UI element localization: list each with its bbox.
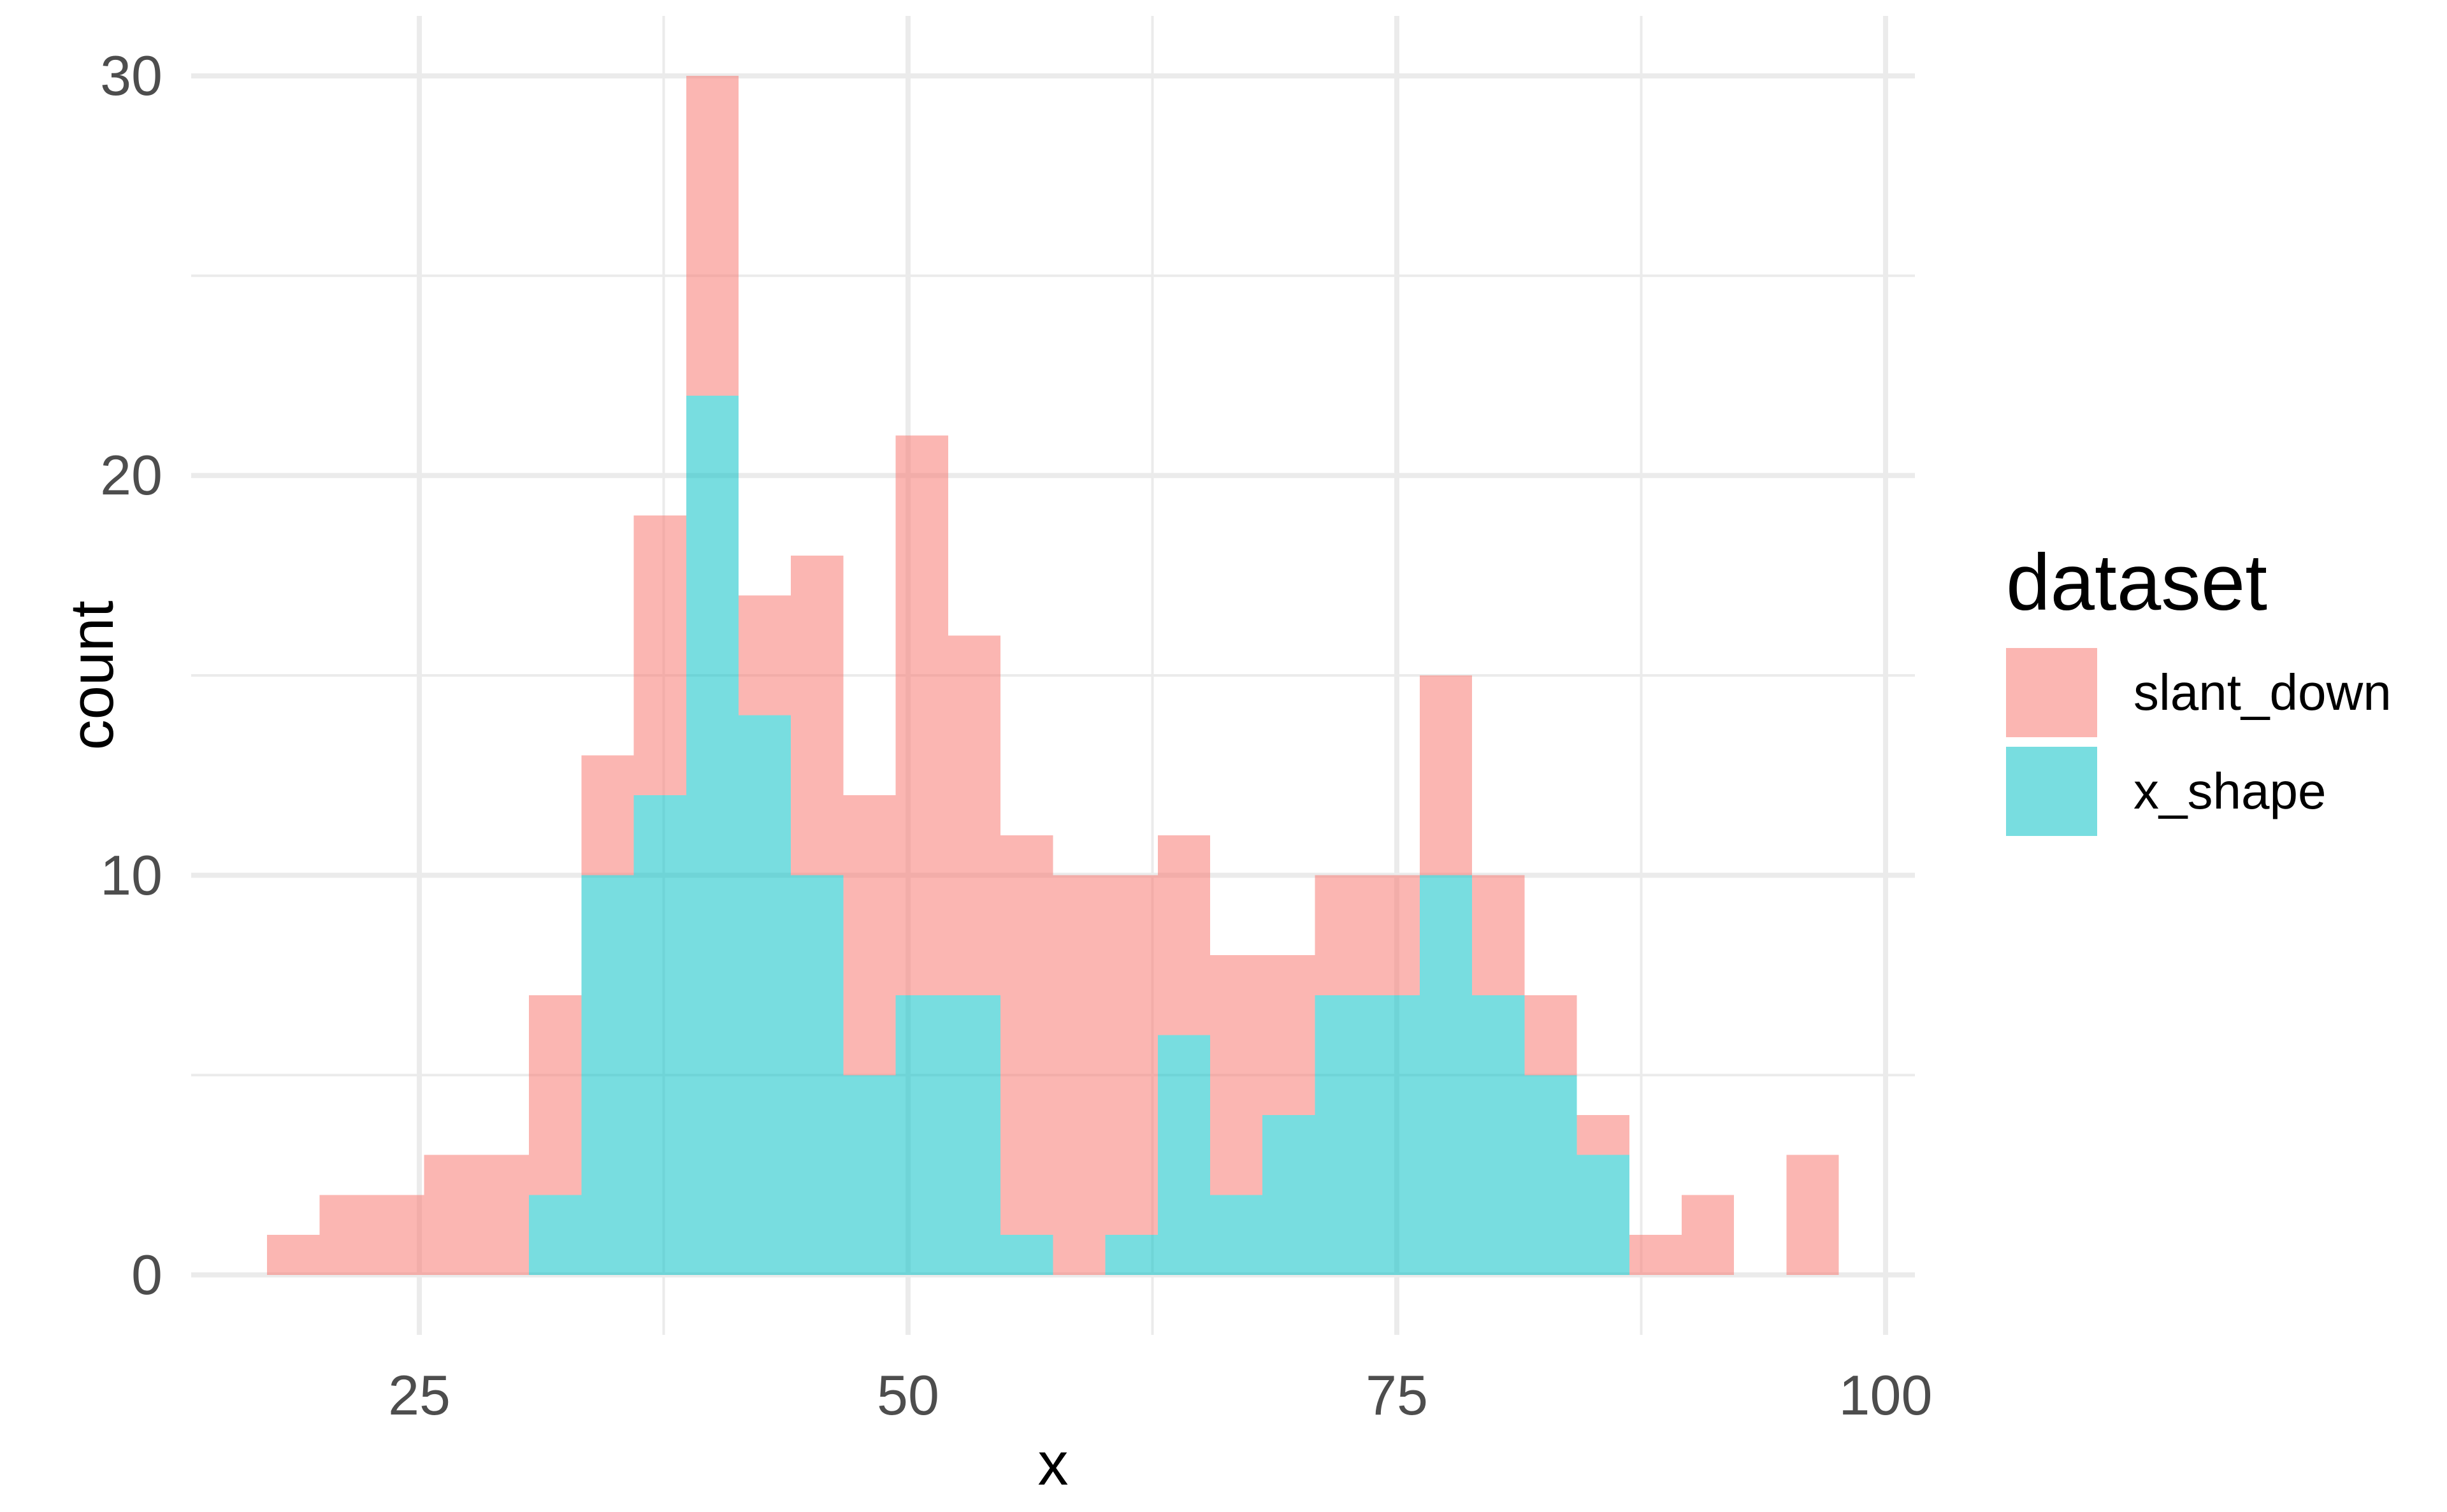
x-tick-label-25: 25 (388, 1364, 451, 1427)
y-tick-label-20: 20 (100, 443, 162, 507)
legend-item-x-shape: x_shape (2006, 747, 2326, 836)
legend-item-slant-down: slant_down (2006, 648, 2392, 737)
x-axis-title: x (1037, 1430, 1069, 1498)
x-tick-label-100: 100 (1838, 1364, 1933, 1427)
legend: dataset slant_down x_shape (2006, 543, 2392, 846)
legend-label-slant-down: slant_down (2133, 664, 2392, 721)
legend-swatch-slant-down (2006, 648, 2097, 737)
legend-label-x-shape: x_shape (2133, 763, 2327, 819)
y-tick-label-0: 0 (131, 1242, 162, 1306)
y-tick-label-10: 10 (100, 843, 162, 907)
y-tick-label-30: 30 (100, 44, 162, 108)
legend-title: dataset (2006, 538, 2268, 627)
x-tick-label-75: 75 (1366, 1364, 1428, 1427)
x-tick-label-50: 50 (877, 1364, 939, 1427)
y-axis-title: count (58, 600, 126, 751)
legend-swatch-x-shape (2006, 747, 2097, 836)
